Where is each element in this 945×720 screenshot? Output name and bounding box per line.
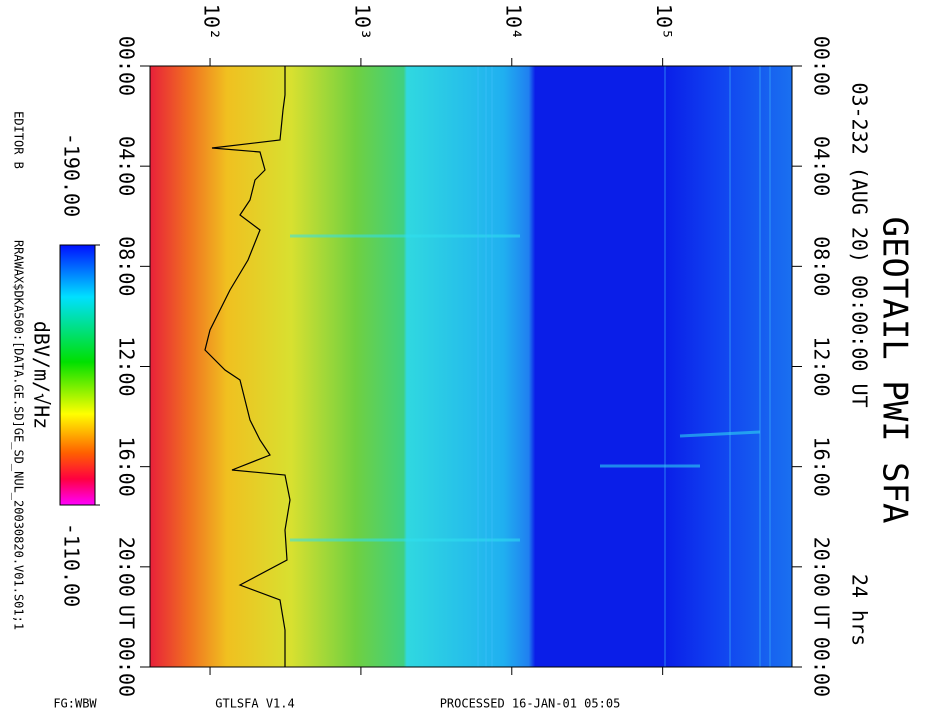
x-tick-label: 10² bbox=[200, 4, 224, 40]
y-tick-label: 08:00 bbox=[810, 236, 834, 296]
footer-left: FG:WBW bbox=[53, 697, 97, 711]
y-tick-label: 08:00 bbox=[115, 236, 139, 296]
y-tick-label: 12:00 bbox=[810, 336, 834, 396]
vertical-lines bbox=[477, 66, 771, 667]
plot-area bbox=[149, 65, 793, 668]
y-tick-label: 00:00 bbox=[810, 36, 834, 96]
colorbar-tick-label: -110.00 bbox=[60, 523, 84, 607]
axis-unit: UT bbox=[115, 605, 139, 629]
x-tick-label: 10³ bbox=[350, 4, 374, 40]
emission-bands bbox=[290, 234, 761, 542]
y-tick-label: 00:00 bbox=[115, 637, 139, 697]
trace-line bbox=[204, 66, 291, 667]
y-tick-label: 20:00 bbox=[115, 537, 139, 597]
y-tick-label: 16:00 bbox=[115, 437, 139, 497]
chart-title: GEOTAIL PWI SFA bbox=[875, 216, 915, 523]
file-path: RRAWAX$DKA500:[DATA.GE.SD]GE_SD_NUL_2003… bbox=[12, 240, 26, 630]
colorbar-tick-label: -190.00 bbox=[60, 133, 84, 217]
y-tick-label: 04:00 bbox=[115, 136, 139, 196]
x-tick-label: 10⁵ bbox=[652, 4, 676, 40]
y-tick-label: 00:00 bbox=[115, 36, 139, 96]
colorbar bbox=[59, 244, 96, 506]
y-tick-label: 20:00 bbox=[810, 537, 834, 597]
colorbar-label: dBV/m/√Hz bbox=[30, 321, 54, 429]
program: GTLSFA V1.4 bbox=[215, 697, 294, 711]
subtitle: 03-232 (AUG 20) 00:00:00 UT bbox=[848, 82, 872, 407]
y-tick-label: 04:00 bbox=[810, 136, 834, 196]
x-tick-label: 10⁴ bbox=[501, 4, 525, 40]
y-tick-label: 00:00 bbox=[810, 637, 834, 697]
spectrogram bbox=[150, 66, 792, 667]
y-tick-label: 12:00 bbox=[115, 336, 139, 396]
editor: EDITOR B bbox=[12, 111, 26, 169]
duration: 24 hrs bbox=[848, 574, 872, 646]
y-tick-label: 16:00 bbox=[810, 437, 834, 497]
processed: PROCESSED 16-JAN-01 05:05 bbox=[440, 697, 621, 711]
axis-unit: UT bbox=[810, 605, 834, 629]
